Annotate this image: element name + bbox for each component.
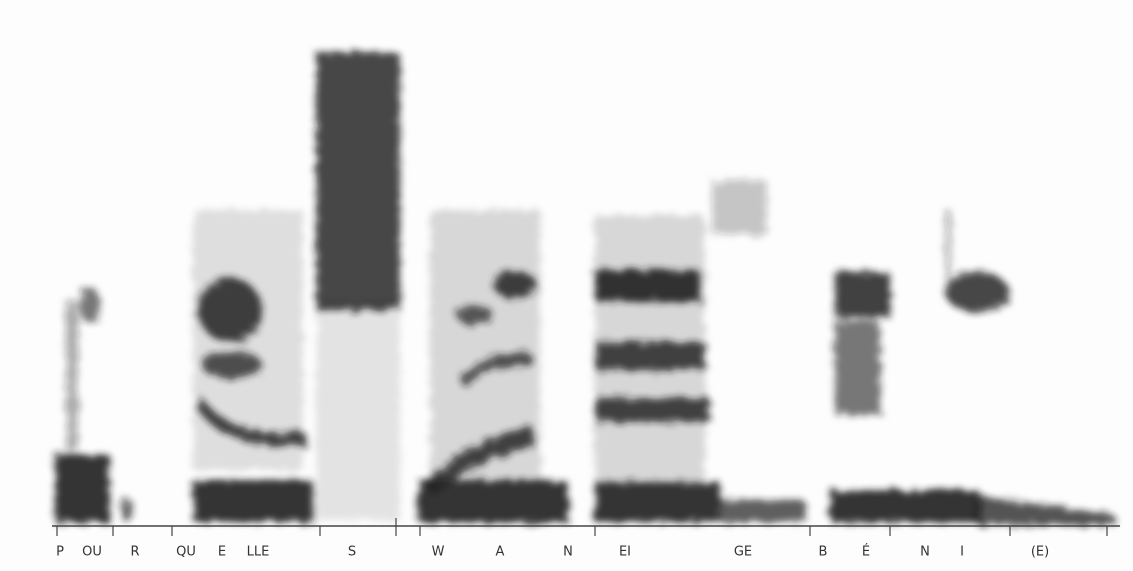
segment-label: LLE <box>247 545 270 560</box>
energy <box>66 300 78 450</box>
page: P OU R QU E LLE S W A N EI GE B É N I (E… <box>0 0 1133 571</box>
energy <box>193 480 313 522</box>
segment-label: S <box>348 545 356 560</box>
segment-label: N <box>920 545 930 560</box>
segment-label: A <box>496 545 505 560</box>
segment-label: B <box>819 545 828 560</box>
energy <box>712 180 767 235</box>
segment-label: P <box>56 545 64 560</box>
energy <box>121 498 133 522</box>
energy <box>945 210 951 280</box>
energy <box>595 215 705 485</box>
energy <box>55 455 110 523</box>
segment-label: É <box>862 544 870 560</box>
segment-label: I <box>960 545 964 560</box>
segment-label: (E) <box>1031 545 1049 560</box>
energy <box>835 272 890 317</box>
spectrogram: P OU R QU E LLE S W A N EI GE B É N I (E… <box>0 0 1133 571</box>
energy <box>316 300 400 520</box>
segment-label: N <box>563 545 573 560</box>
energy <box>835 320 880 415</box>
segment-label: EI <box>619 545 631 560</box>
energy <box>80 287 100 323</box>
segment-label: QU <box>176 545 196 560</box>
segment-label: R <box>130 545 139 560</box>
energy <box>316 52 400 310</box>
energy <box>595 482 720 522</box>
segment-label: W <box>432 545 445 560</box>
energy <box>945 272 1009 312</box>
segment-label: GE <box>734 545 752 560</box>
segment-label: OU <box>82 545 102 560</box>
energy <box>720 500 805 522</box>
energy <box>830 490 980 523</box>
energy <box>193 210 303 470</box>
segment-label: E <box>218 545 226 560</box>
energy <box>430 210 540 480</box>
